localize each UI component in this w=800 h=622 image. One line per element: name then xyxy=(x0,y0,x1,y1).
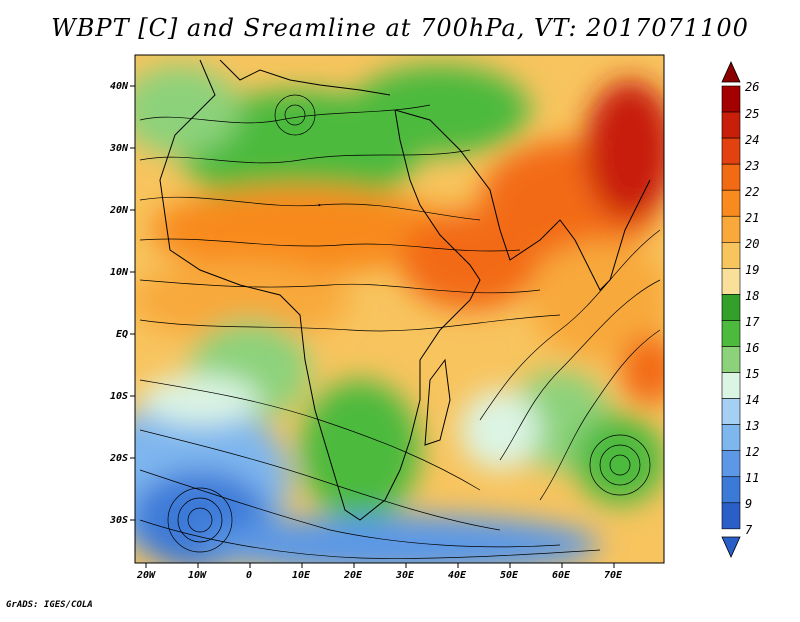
colorbar-cell xyxy=(721,242,741,269)
wbpt-field xyxy=(135,55,664,563)
colorbar-label: 21 xyxy=(745,211,759,225)
colorbar-top-arrow xyxy=(721,61,741,83)
lat-label: 10S xyxy=(110,391,128,402)
colorbar-cell xyxy=(721,85,741,113)
colorbar-label: 20 xyxy=(745,237,759,251)
footer-credit: GrADS: IGES/COLA xyxy=(6,600,93,610)
lon-label: 50E xyxy=(500,570,519,581)
colorbar-cell xyxy=(721,476,741,504)
colorbar-label: 17 xyxy=(745,315,760,329)
colorbar-cell xyxy=(721,163,741,191)
colorbar-label: 18 xyxy=(745,289,759,303)
colorbar-cell xyxy=(721,424,741,451)
colorbar-cell xyxy=(721,111,741,139)
colorbar-cell xyxy=(721,398,741,425)
lat-label: 30N xyxy=(109,143,129,154)
colorbar-label: 24 xyxy=(745,133,759,147)
lon-label: 20W xyxy=(136,570,156,581)
colorbar-label: 26 xyxy=(745,80,759,94)
colorbar: 26 25 24 23 22 21 20 19 18 17 16 15 14 1… xyxy=(721,61,760,558)
colorbar-label: 13 xyxy=(745,419,759,433)
lon-label: 20E xyxy=(343,570,363,581)
colorbar-cell xyxy=(721,137,741,165)
lat-label: 30S xyxy=(109,515,128,526)
map-frame xyxy=(134,54,665,564)
lat-label: EQ xyxy=(116,329,128,340)
colorbar-cell xyxy=(721,189,741,217)
coastlines xyxy=(159,59,651,521)
map-title: WBPT [C] and Sreamline at 700hPa, VT: 20… xyxy=(51,14,749,42)
lon-label: 10E xyxy=(292,570,311,581)
colorbar-cell xyxy=(721,502,741,530)
colorbar-label: 15 xyxy=(745,367,759,381)
colorbar-label: 12 xyxy=(745,445,759,459)
colorbar-cell xyxy=(721,215,741,243)
lon-label: 40E xyxy=(448,570,467,581)
colorbar-label: 23 xyxy=(745,159,759,173)
colorbar-cell xyxy=(721,372,741,399)
colorbar-cell xyxy=(721,450,741,478)
lat-label: 10N xyxy=(110,267,129,278)
lon-label: 10W xyxy=(188,570,207,581)
colorbar-label: 19 xyxy=(745,263,759,277)
streamlines xyxy=(139,94,661,559)
lon-label: 30E xyxy=(395,570,415,581)
colorbar-label: 7 xyxy=(745,523,753,537)
colorbar-cell xyxy=(721,294,741,321)
lat-label: 20S xyxy=(109,453,128,464)
colorbar-cell xyxy=(721,268,741,295)
colorbar-label: 25 xyxy=(745,107,759,121)
colorbar-label: 11 xyxy=(745,471,759,485)
lat-label: 40N xyxy=(110,81,129,92)
lon-label: 70E xyxy=(604,570,623,581)
colorbar-cell xyxy=(721,320,741,347)
colorbar-bottom-arrow xyxy=(721,536,741,558)
colorbar-label: 9 xyxy=(745,497,752,511)
colorbar-label: 22 xyxy=(745,185,759,199)
colorbar-cell xyxy=(721,346,741,373)
lon-label: 60E xyxy=(552,570,571,581)
colorbar-label: 14 xyxy=(745,393,759,407)
colorbar-label: 16 xyxy=(745,341,759,355)
lat-label: 20N xyxy=(109,205,129,216)
lon-label: 0 xyxy=(246,570,252,581)
